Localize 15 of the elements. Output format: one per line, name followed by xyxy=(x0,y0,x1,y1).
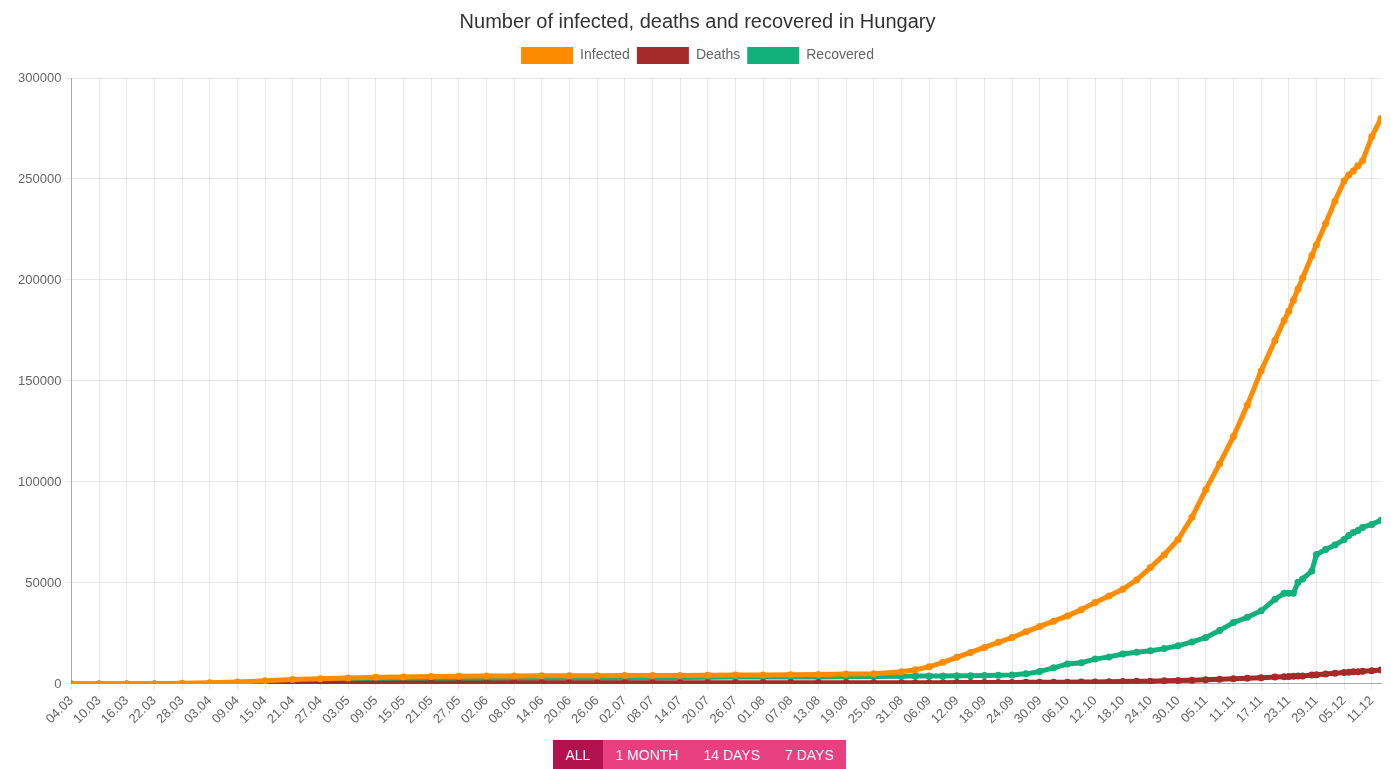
y-tick-label: 0 xyxy=(54,675,62,691)
legend-label: Infected xyxy=(580,46,630,63)
range-button: 14 DAYS xyxy=(690,740,773,769)
y-tick-label: 250000 xyxy=(17,170,62,186)
range-button: 7 DAYS xyxy=(772,740,847,769)
y-tick-label: 50000 xyxy=(25,574,62,590)
legend-label: Deaths xyxy=(695,46,741,63)
y-tick-label: 100000 xyxy=(17,473,62,489)
legend-label: Recovered xyxy=(806,46,874,63)
range-button: ALL xyxy=(553,740,603,769)
chart-title: Number of infected, deaths and recovered in Hungary xyxy=(459,9,936,32)
y-tick-label: 200000 xyxy=(17,271,62,287)
y-tick-label: 150000 xyxy=(17,372,62,388)
range-button: 1 MONTH xyxy=(602,740,691,769)
y-tick-label: 300000 xyxy=(17,69,62,85)
